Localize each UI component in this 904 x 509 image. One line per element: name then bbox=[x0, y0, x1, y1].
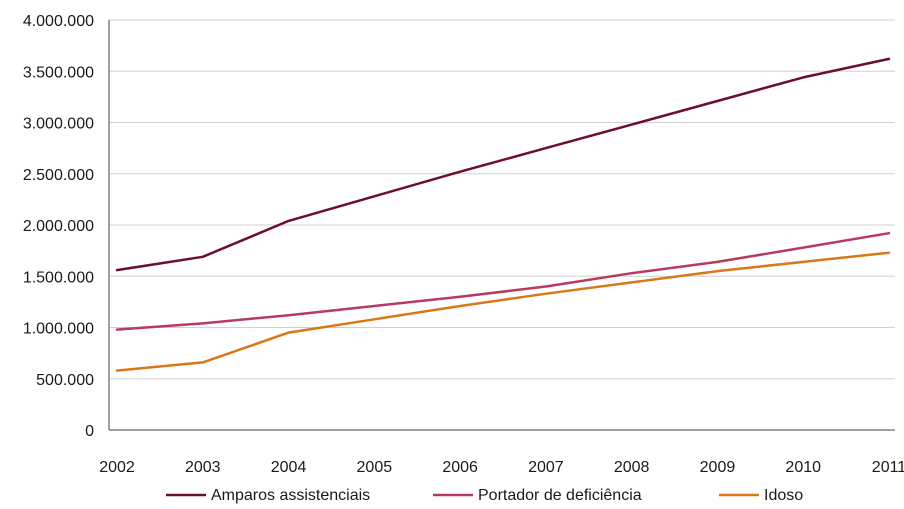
y-tick-label: 2.000.000 bbox=[23, 218, 94, 235]
x-tick-label: 2002 bbox=[99, 459, 135, 476]
y-tick-labels: 0 500.000 1.000.000 1.500.000 2.000.000 2.500… bbox=[23, 13, 94, 440]
y-tick-label: 4.000.000 bbox=[23, 13, 94, 30]
legend-label: Portador de deficiência bbox=[478, 487, 642, 504]
y-tick-label: 0 bbox=[85, 423, 94, 440]
y-tick-label: 3.500.000 bbox=[23, 64, 94, 81]
x-tick-labels: 2002 2003 2004 2005 2006 2007 2008 2009 2010 2011 bbox=[99, 459, 904, 476]
y-tick-label: 2.500.000 bbox=[23, 167, 94, 184]
y-tick-label: 500.000 bbox=[36, 372, 94, 389]
x-tick-label: 2011 bbox=[872, 459, 904, 476]
legend-label: Idoso bbox=[764, 487, 803, 504]
legend: Amparos assistenciais Portador de deficiê… bbox=[166, 487, 803, 504]
x-tick-label: 2008 bbox=[614, 459, 650, 476]
series-line-1 bbox=[115, 57, 891, 272]
x-tick-label: 2003 bbox=[185, 459, 221, 476]
x-tick-label: 2009 bbox=[700, 459, 736, 476]
gridlines bbox=[109, 19, 895, 431]
y-tick-label: 3.000.000 bbox=[23, 116, 94, 133]
x-tick-label: 2005 bbox=[357, 459, 393, 476]
x-tick-label: 2006 bbox=[442, 459, 478, 476]
x-tick-label: 2007 bbox=[528, 459, 564, 476]
legend-label: Amparos assistenciais bbox=[211, 487, 370, 504]
series-line-2 bbox=[115, 231, 891, 331]
x-tick-label: 2004 bbox=[271, 459, 307, 476]
y-tick-label: 1.500.000 bbox=[23, 269, 94, 286]
y-tick-label: 1.000.000 bbox=[23, 321, 94, 338]
series-line-3 bbox=[115, 251, 891, 372]
x-tick-label: 2010 bbox=[785, 459, 821, 476]
series-lines bbox=[115, 57, 891, 372]
